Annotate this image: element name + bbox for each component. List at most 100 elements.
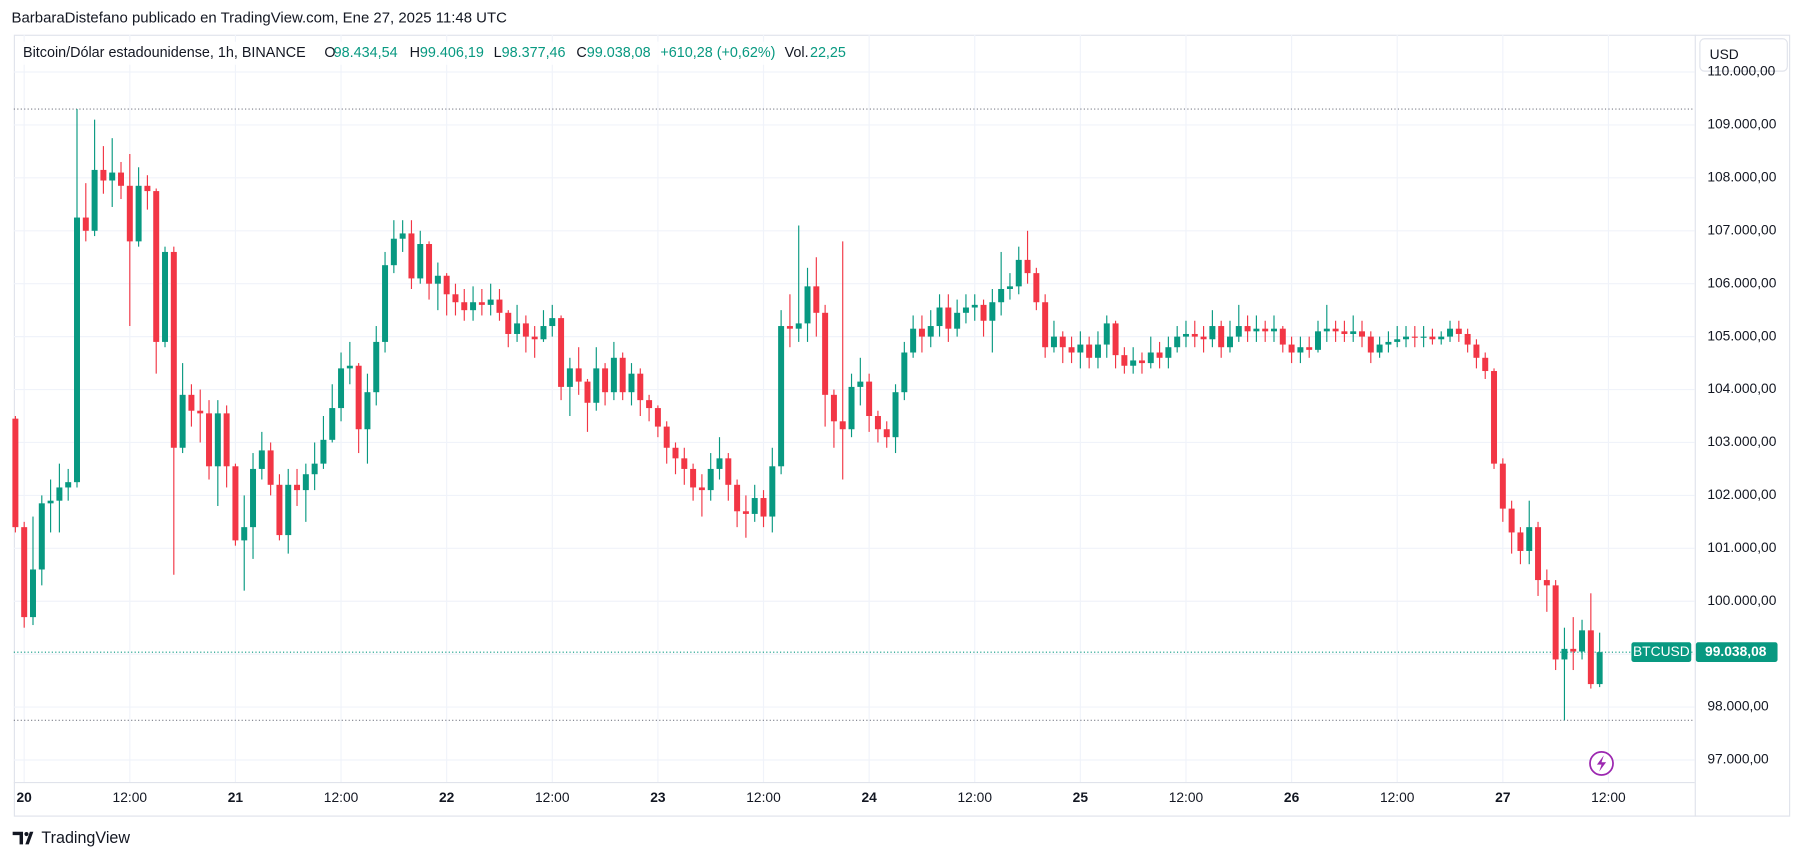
candle-body [434, 275, 441, 284]
candle-body [1579, 630, 1586, 652]
candle-body [487, 299, 494, 305]
candle-body [962, 307, 969, 313]
symbol-tag: BTCUSD [1633, 643, 1690, 659]
candle-body [1024, 259, 1031, 274]
currency-label[interactable]: USD [1710, 46, 1739, 62]
symbol-tag-bg [1631, 642, 1692, 662]
price-lines [13, 108, 1695, 721]
candle-body [1473, 344, 1480, 358]
candle-body [901, 352, 908, 393]
candle-body [1429, 336, 1436, 340]
candle-body [795, 323, 802, 329]
candle-body [584, 381, 591, 403]
candle-body [1438, 336, 1445, 340]
legend-symbol: Bitcoin/Dólar estadounidense, 1h, BINANC… [23, 45, 306, 61]
candle-body [646, 400, 653, 409]
candle-body [1182, 333, 1189, 337]
y-tick-label: 104.000,00 [1707, 380, 1776, 396]
candle-body [707, 468, 714, 491]
candle-body [1517, 532, 1524, 551]
candle-body [1271, 328, 1277, 332]
logo-dot[interactable] [24, 831, 29, 837]
candle-body [1385, 341, 1392, 345]
candle-body [998, 288, 1005, 303]
candle-body [1508, 508, 1515, 533]
x-tick-label: 25 [1073, 789, 1089, 805]
candle-body [1165, 347, 1172, 358]
candle-body [1235, 326, 1242, 337]
candle-body [971, 304, 978, 308]
logo-mark[interactable] [12, 831, 34, 845]
x-tick-label: 12:00 [324, 789, 359, 805]
candle-body [690, 468, 697, 488]
candle-body [153, 191, 160, 342]
y-tick-label: 110.000,00 [1707, 63, 1775, 79]
candle-body [980, 304, 987, 321]
y-tick-label: 103.000,00 [1707, 433, 1776, 449]
candle-body [496, 299, 503, 313]
candle-body [619, 357, 626, 393]
last-price-bg [1695, 642, 1778, 662]
grid [13, 34, 1695, 782]
candle-body [505, 312, 512, 334]
y-tick-label: 97.000,00 [1707, 751, 1769, 767]
candle-body [12, 418, 19, 528]
candle-body [954, 312, 961, 329]
candle-body [1077, 344, 1084, 353]
candle-body [355, 365, 362, 430]
candle-body [989, 302, 996, 321]
candle-body [267, 450, 274, 485]
candle-body [399, 233, 406, 239]
y-tick-label: 107.000,00 [1707, 221, 1776, 237]
candle-body [1253, 328, 1260, 332]
x-tick-label: 12:00 [535, 789, 570, 805]
candle-body [839, 421, 846, 430]
logo-text[interactable]: TradingView [41, 829, 130, 847]
candle-body [716, 458, 723, 469]
candle-body [338, 368, 345, 409]
candle-body [1006, 286, 1013, 289]
candle-body [1596, 652, 1603, 685]
candle-body [742, 511, 749, 514]
candle-body [848, 386, 855, 430]
candle-body [452, 294, 459, 303]
candle-body [637, 373, 644, 401]
candle-body [874, 416, 881, 430]
candle-body [813, 286, 820, 313]
candle-body [945, 307, 952, 329]
candle-body [373, 341, 380, 393]
x-tick-label: 20 [17, 789, 33, 805]
candle-body [417, 244, 424, 279]
tradingview-logo[interactable]: TradingView [12, 829, 131, 847]
candle-body [126, 185, 133, 242]
y-tick-label: 100.000,00 [1707, 592, 1776, 608]
candle-body [698, 487, 705, 491]
legend-value: 98.434,54 [334, 45, 398, 61]
candle-body [1367, 336, 1374, 353]
candle-body [1094, 344, 1101, 358]
candle-body [1420, 336, 1427, 338]
candle-body [1042, 302, 1049, 348]
candle-body [390, 238, 397, 266]
candle-body [461, 302, 468, 311]
candle-body [443, 275, 450, 295]
currency-button[interactable] [1699, 38, 1788, 72]
candle-body [1499, 463, 1506, 509]
candle-body [1411, 336, 1418, 338]
candle-body [294, 484, 301, 491]
candle-body [56, 487, 63, 501]
legend-key: L [494, 45, 502, 61]
candle-body [1350, 331, 1357, 334]
candle-body [681, 458, 688, 469]
candle-body [1121, 355, 1128, 366]
candles [12, 109, 1603, 721]
x-tick-label: 27 [1495, 789, 1511, 805]
icon-bolt[interactable] [1596, 755, 1607, 772]
candle-body [1033, 273, 1040, 303]
candle-body [760, 498, 767, 517]
candle-body [918, 328, 925, 337]
x-tick-label: 21 [228, 789, 244, 805]
lightning-icon[interactable] [1589, 751, 1614, 776]
